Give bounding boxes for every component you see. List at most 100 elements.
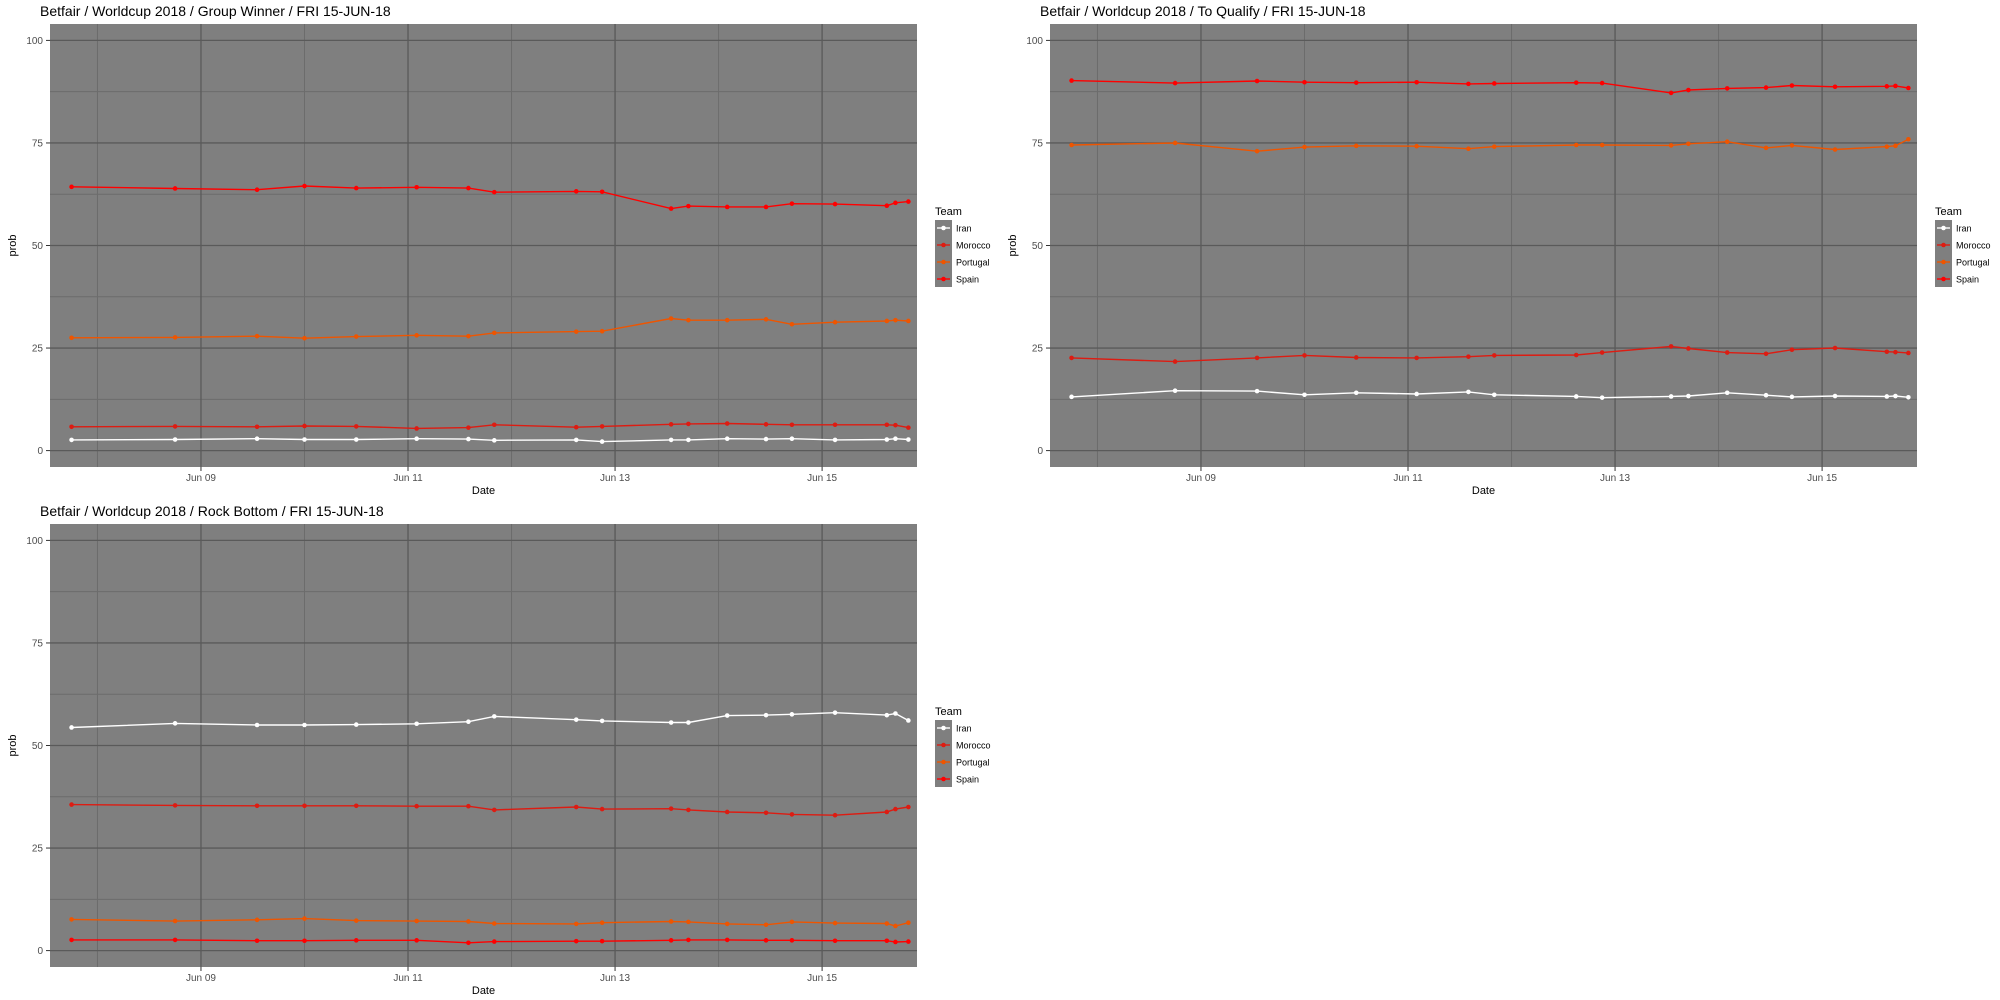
data-point [466, 425, 471, 430]
data-point [466, 940, 471, 946]
data-point [172, 437, 178, 442]
data-point [1763, 145, 1769, 151]
legend-label-iran: Iran [956, 724, 972, 734]
data-point [414, 426, 419, 431]
data-point [1573, 142, 1579, 148]
data-point [599, 328, 605, 334]
chart-title: Betfair / Worldcup 2018 / To Qualify / F… [1040, 3, 1366, 19]
series-spain [1069, 78, 1911, 96]
data-point [1302, 79, 1307, 85]
data-point [302, 335, 307, 341]
x-tick-label: Jun 15 [1807, 473, 1837, 484]
data-point [1491, 392, 1497, 398]
data-point [1069, 78, 1074, 83]
data-point [1466, 146, 1471, 151]
data-point [254, 803, 260, 809]
data-point [884, 422, 890, 428]
legend-label-iran: Iran [956, 224, 972, 234]
data-point [1254, 388, 1260, 394]
data-point [1491, 81, 1497, 86]
data-point [724, 436, 730, 441]
legend: Team Iran Morocco Portugal Spain [935, 206, 991, 287]
data-point [906, 718, 911, 723]
y-tick-label: 25 [32, 844, 44, 855]
data-point [763, 317, 769, 322]
y-tick-label: 25 [32, 344, 44, 355]
x-tick-label: Jun 09 [186, 973, 216, 984]
data-point [466, 803, 471, 809]
series-iran [69, 710, 911, 730]
data-point [724, 317, 730, 323]
data-point [1414, 391, 1419, 397]
data-point [1172, 80, 1178, 86]
data-point [1724, 139, 1730, 145]
data-point [1763, 351, 1769, 357]
data-point [893, 923, 898, 929]
data-point [1254, 148, 1260, 154]
y-tick-label: 75 [32, 138, 44, 149]
data-point [893, 422, 898, 428]
data-point [1893, 143, 1898, 149]
data-point [466, 436, 471, 442]
data-point [686, 421, 691, 427]
legend-label-morocco: Morocco [956, 241, 991, 251]
data-point [832, 920, 838, 926]
data-point [1789, 83, 1795, 88]
data-point [573, 717, 579, 722]
legend-key-point [941, 259, 946, 265]
data-point [302, 803, 307, 809]
data-point [599, 920, 605, 925]
data-point [893, 711, 898, 716]
data-point [353, 938, 359, 943]
data-point [1668, 143, 1674, 148]
legend-key-point [941, 742, 946, 748]
legend-title: Team [935, 706, 962, 718]
legend-label-iran: Iran [1956, 224, 1972, 234]
x-tick-label: Jun 13 [600, 473, 630, 484]
data-point [724, 713, 730, 718]
data-point [69, 437, 74, 443]
data-point [763, 436, 769, 442]
data-point [1686, 87, 1691, 93]
data-point [1573, 394, 1579, 399]
data-point [1353, 143, 1359, 149]
y-tick-label: 50 [1032, 241, 1044, 252]
data-point [353, 918, 359, 923]
data-point [893, 317, 898, 323]
data-point [302, 183, 307, 189]
y-tick-label: 100 [1026, 36, 1043, 47]
chart-panel-3: Betfair / Worldcup 2018 / Rock Bottom / … [7, 503, 991, 997]
data-point [414, 918, 419, 924]
data-point [1466, 81, 1471, 87]
data-point [686, 437, 691, 443]
data-point [906, 939, 911, 944]
data-point [414, 436, 419, 441]
data-point [302, 916, 307, 921]
data-point [172, 186, 178, 191]
x-tick-label: Jun 11 [1393, 473, 1423, 484]
data-point [466, 919, 471, 924]
legend-key-point [941, 225, 946, 231]
series-portugal [1069, 136, 1911, 154]
data-point [789, 812, 795, 817]
data-point [1906, 85, 1911, 91]
x-tick-label: Jun 11 [393, 473, 423, 484]
legend-key-point [1941, 259, 1946, 265]
data-point [906, 425, 911, 430]
data-point [1832, 345, 1838, 351]
data-point [573, 189, 579, 194]
data-point [724, 937, 730, 943]
data-point [1832, 84, 1838, 90]
data-point [353, 185, 359, 191]
data-point [172, 937, 178, 943]
data-point [1069, 394, 1074, 400]
y-tick-label: 50 [32, 741, 44, 752]
data-point [832, 437, 838, 443]
x-tick-label: Jun 09 [186, 473, 216, 484]
data-point [668, 206, 674, 211]
data-point [686, 317, 691, 323]
x-axis-title: Date [472, 985, 495, 997]
data-point [599, 439, 605, 444]
data-point [302, 423, 307, 429]
data-point [1172, 388, 1178, 394]
